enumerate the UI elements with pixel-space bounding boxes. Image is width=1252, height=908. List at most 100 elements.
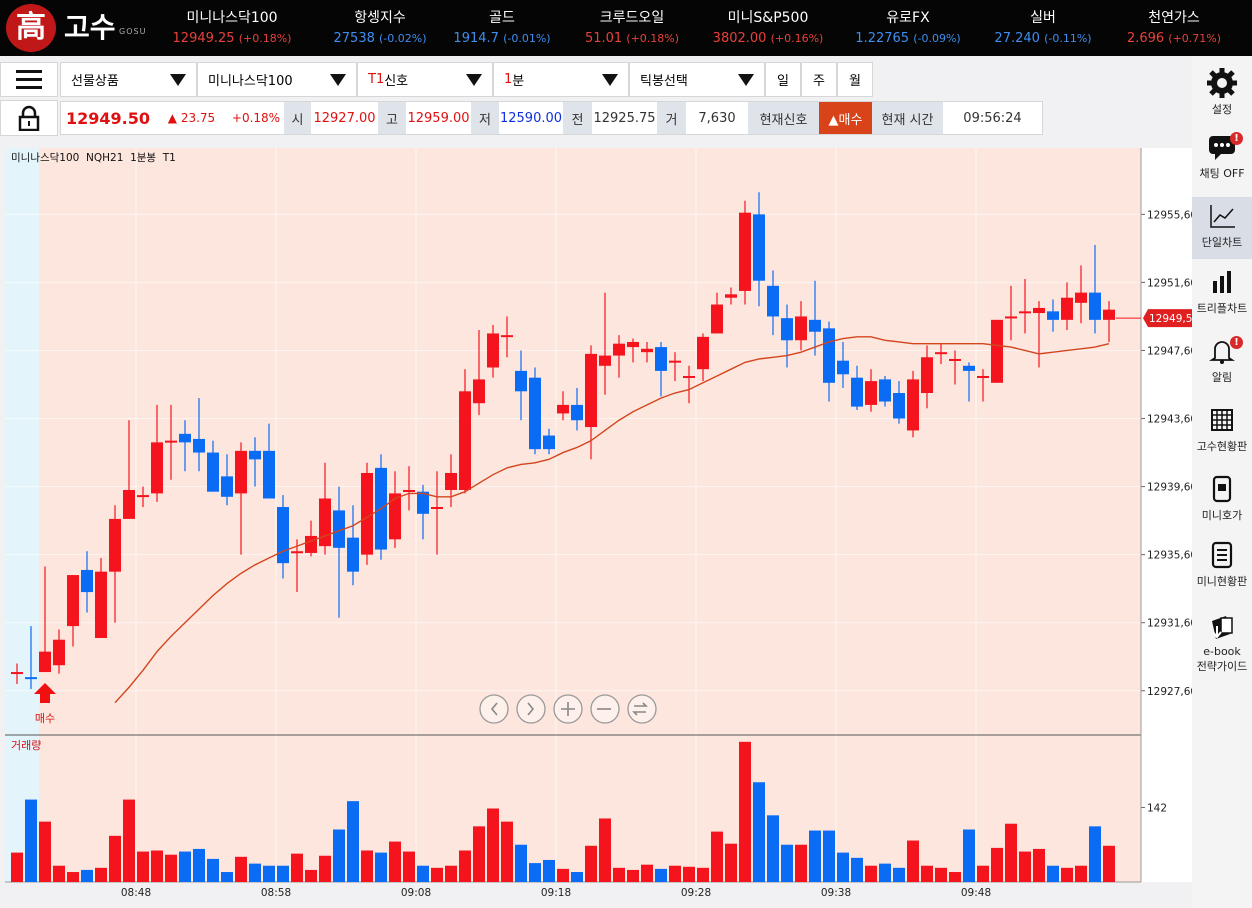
ticker-price: 2.696: [1126, 31, 1165, 46]
period-button[interactable]: 주: [801, 62, 837, 97]
sidebar-item[interactable]: ! 알림: [1192, 332, 1252, 394]
volume-bar: [641, 864, 653, 882]
header: 高 고수 GOSU 미니나스닥100 12949.25 (+0.18%) 항셍지수 2…: [0, 0, 1252, 56]
sidebar-item[interactable]: 미니호가: [1192, 470, 1252, 532]
period-button[interactable]: 일: [765, 62, 801, 97]
menu-button[interactable]: [0, 62, 58, 97]
last-price-tag: [1143, 309, 1192, 328]
ticker[interactable]: 골드 1914.7 (-0.01%): [432, 0, 572, 46]
candle-body: [501, 335, 513, 338]
candle-body: [39, 651, 51, 673]
candle-body: [249, 450, 261, 460]
volume-bar: [39, 821, 51, 882]
candle-body: [1075, 292, 1087, 303]
candle-body: [319, 498, 331, 547]
volume-bar: [963, 829, 975, 882]
volume-bar: [123, 799, 135, 882]
volume-bar: [599, 818, 611, 882]
ticker[interactable]: 항셍지수 27538 (-0.02%): [310, 0, 450, 46]
ticker[interactable]: 실버 27.240 (-0.11%): [973, 0, 1113, 46]
candle-body: [137, 495, 149, 498]
x-tick-label: 08:58: [261, 887, 291, 899]
volume-bar: [25, 799, 37, 882]
dropdown[interactable]: 미니나스닥100: [197, 62, 357, 97]
ticker[interactable]: 크루드오일 51.01 (+0.18%): [562, 0, 702, 46]
candle-body: [851, 377, 863, 407]
sidebar-icon: [1210, 205, 1235, 228]
sidebar-item[interactable]: ! 채팅 OFF: [1192, 128, 1252, 190]
ticker-value: 1.22765 (-0.09%): [838, 31, 978, 46]
volume-bar: [781, 844, 793, 882]
candle-body: [711, 304, 723, 334]
volume-bar: [193, 848, 205, 882]
dropdown[interactable]: 틱봉선택: [629, 62, 765, 97]
candle-body: [207, 452, 219, 492]
dropdown-text: 신호: [384, 74, 409, 89]
candle-body: [431, 507, 443, 510]
dropdown[interactable]: T1 신호: [357, 62, 493, 97]
y-tick-label: 12931,60: [1147, 618, 1192, 630]
logo[interactable]: 高: [6, 4, 56, 52]
candle-body: [67, 575, 79, 627]
quote-high-label: 고: [378, 101, 406, 135]
candle-body: [221, 476, 233, 497]
zoom-button[interactable]: [479, 694, 509, 724]
ticker-name: 유로FX: [886, 10, 930, 26]
sidebar-item[interactable]: 트리플차트: [1192, 263, 1252, 325]
ticker-value: 27.240 (-0.11%): [973, 31, 1113, 46]
volume-bar: [865, 865, 877, 882]
lock-button[interactable]: [0, 100, 58, 136]
sidebar-item[interactable]: e-book 전략가이드: [1192, 608, 1252, 682]
zoom-button[interactable]: [627, 694, 657, 724]
candle-body: [515, 370, 527, 392]
sidebar-item[interactable]: 설정: [1192, 64, 1252, 126]
candle-body: [1033, 307, 1045, 314]
volume-bar: [403, 851, 415, 882]
candle-body: [487, 333, 499, 368]
quote-price: 12949.50: [60, 101, 155, 135]
zoom-icon: [527, 702, 535, 716]
volume-bar: [361, 850, 373, 882]
volume-bar: [655, 868, 667, 882]
ticker[interactable]: 미니나스닥100 12949.25 (+0.18%): [162, 0, 302, 46]
ticker[interactable]: 유로FX 1.22765 (-0.09%): [838, 0, 978, 46]
pre-session: [5, 148, 39, 882]
x-tick-label: 09:38: [821, 887, 851, 899]
candle-body: [921, 357, 933, 394]
volume-bar: [207, 858, 219, 882]
ticker-value: 2.696 (+0.71%): [1104, 31, 1244, 46]
ticker[interactable]: 미니S&P500 3802.00 (+0.16%): [698, 0, 838, 46]
candle-body: [935, 352, 947, 355]
sidebar-label: 고수현황판: [1196, 440, 1248, 453]
sidebar-icon: [1211, 409, 1233, 431]
zoom-button[interactable]: [516, 694, 546, 724]
volume-bar: [949, 872, 961, 882]
ticker-price: 3802.00: [712, 31, 767, 46]
volume-bar: [1061, 867, 1073, 882]
candle-body: [739, 212, 751, 291]
dropdown[interactable]: 선물상품: [60, 62, 197, 97]
volume-bar: [95, 867, 107, 882]
volume-bar: [1103, 845, 1115, 882]
ticker-value: 12949.25 (+0.18%): [162, 31, 302, 46]
sidebar-item[interactable]: 미니현황판: [1192, 536, 1252, 598]
volume-bar: [137, 851, 149, 882]
candle-body: [809, 319, 821, 332]
volume-bar: [893, 867, 905, 882]
volume-bar: [305, 869, 317, 882]
quote-prev: 12925.75: [592, 101, 657, 135]
sidebar-item[interactable]: 단일차트: [1192, 197, 1252, 259]
period-button[interactable]: 월: [837, 62, 873, 97]
volume-bar: [235, 856, 247, 882]
volume-bar: [179, 851, 191, 882]
volume-bar: [1047, 865, 1059, 882]
y-tick-label: 12943,60: [1147, 414, 1192, 426]
volume-bar: [851, 857, 863, 882]
sidebar-item[interactable]: 고수현황판: [1192, 401, 1252, 463]
ticker[interactable]: 천연가스 2.696 (+0.71%): [1104, 0, 1244, 46]
zoom-icon: [561, 702, 575, 716]
candle-body: [151, 442, 163, 494]
sidebar-icon: [1212, 616, 1233, 639]
candle-body: [963, 365, 975, 371]
